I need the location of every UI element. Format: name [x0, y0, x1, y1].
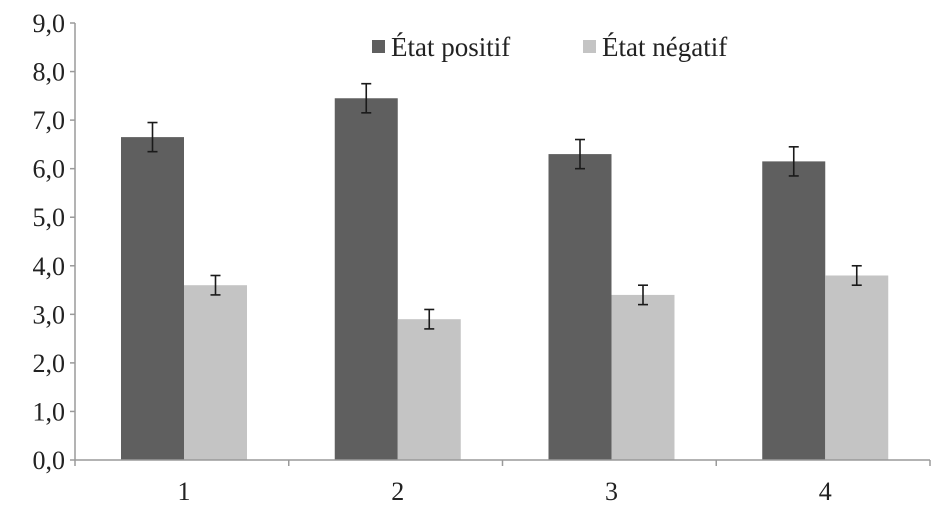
error-bar	[851, 264, 862, 287]
bar-negatif-2	[397, 319, 461, 460]
legend-label: État positif	[391, 32, 510, 62]
x-tick-label: 3	[605, 477, 618, 505]
bar-negatif-1	[184, 285, 247, 460]
error-bar	[424, 308, 435, 330]
bar-positif-3	[548, 154, 612, 460]
legend-label: État négatif	[602, 32, 727, 62]
x-axis-ticks: 1 2 3 4	[74, 460, 931, 505]
y-tick-label: 5,0	[33, 203, 66, 232]
error-bar	[638, 284, 648, 306]
legend-item: État positif	[372, 32, 510, 62]
bar-positif-4	[762, 161, 826, 460]
error-bar	[575, 138, 585, 170]
x-tick-label: 4	[819, 477, 832, 505]
legend-swatch	[372, 40, 385, 53]
bars	[121, 98, 889, 460]
y-tick-label: 8,0	[33, 58, 66, 87]
y-tick-label: 1,0	[33, 397, 66, 426]
y-tick-label: 7,0	[33, 106, 66, 135]
y-tick-label: 2,0	[33, 349, 66, 378]
bar-positif-1	[121, 137, 184, 460]
error-bar	[361, 82, 372, 114]
bar-positif-2	[334, 98, 398, 460]
y-axis-ticks: 0,0 1,0 2,0 3,0 4,0 5,0 6,0 7,0 8,0 9,0	[33, 9, 75, 475]
error-bar	[147, 121, 158, 153]
y-tick-label: 6,0	[33, 155, 66, 184]
legend: État positif État négatif	[372, 32, 727, 62]
error-bars	[147, 82, 862, 330]
bar-negatif-3	[611, 294, 675, 460]
error-bar	[210, 274, 221, 296]
y-tick-label: 9,0	[33, 9, 66, 38]
y-tick-label: 4,0	[33, 252, 66, 281]
y-tick-label: 3,0	[33, 300, 66, 329]
y-tick-label: 0,0	[33, 446, 66, 475]
x-tick-label: 1	[178, 477, 191, 505]
x-tick-label: 2	[391, 477, 404, 505]
error-bar	[788, 146, 799, 177]
legend-swatch	[583, 40, 596, 53]
legend-item: État négatif	[583, 32, 727, 62]
bar-negatif-4	[825, 275, 889, 460]
